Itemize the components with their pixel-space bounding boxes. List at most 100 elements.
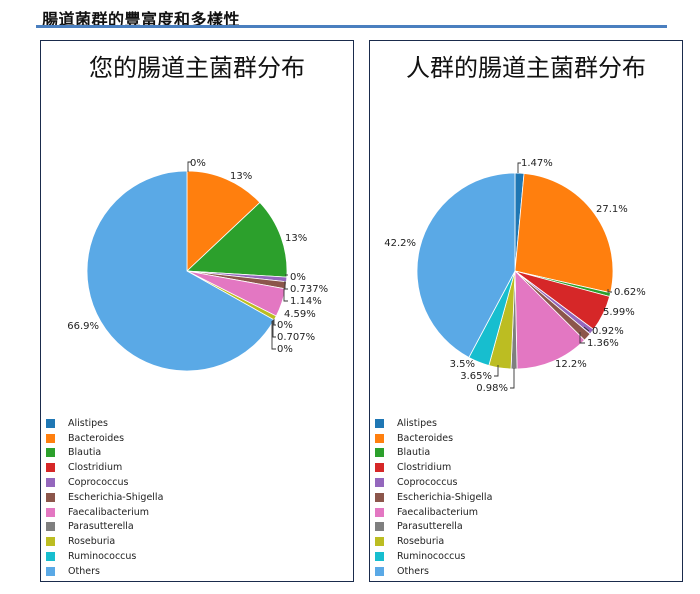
legend-item: Faecalibacterium <box>46 505 163 520</box>
slice-value-label: 42.2% <box>384 238 416 249</box>
legend-label: Escherichia-Shigella <box>68 491 164 503</box>
population-chart-legend: Alistipes Bacteroides Blautia Clostridium Co… <box>375 416 492 579</box>
slice-value-label: 3.5% <box>450 359 475 370</box>
legend-swatch <box>46 537 55 547</box>
label-leader-line <box>510 368 515 389</box>
legend-swatch <box>375 478 384 488</box>
legend-item: Escherichia-Shigella <box>375 490 492 505</box>
label-leader-line <box>283 288 288 302</box>
legend-item: Parasutterella <box>46 520 163 535</box>
slice-value-label: 0.707% <box>277 332 315 343</box>
legend-swatch <box>46 522 55 532</box>
slice-value-label: 0.737% <box>290 284 328 295</box>
legend-item: Blautia <box>46 446 163 461</box>
legend-item: Coprococcus <box>375 475 492 490</box>
legend-swatch <box>46 433 55 443</box>
legend-swatch <box>375 522 384 532</box>
pie-slice-blautia <box>186 201 288 278</box>
population-chart-title: 人群的腸道主菌群分布 <box>406 54 646 82</box>
label-leader-line <box>284 281 288 290</box>
legend-swatch <box>375 537 384 547</box>
user-pie-chart: 0%13%13%0%0.737%1.14%4.59%0%0.707%0%66.9… <box>67 158 328 372</box>
legend-label: Parasutterella <box>397 521 463 533</box>
legend-label: Bacteroides <box>397 432 454 444</box>
legend-swatch <box>46 507 55 517</box>
legend-label: Faecalibacterium <box>397 506 479 518</box>
legend-label: Roseburia <box>68 536 116 548</box>
slice-value-label: 0% <box>277 344 293 355</box>
legend-item: Alistipes <box>46 416 163 431</box>
legend-label: Coprococcus <box>68 477 129 489</box>
slice-value-label: 1.14% <box>290 296 322 307</box>
label-leader-line <box>579 332 585 344</box>
legend-label: Faecalibacterium <box>68 506 150 518</box>
slice-value-label: 0% <box>190 158 206 169</box>
slice-value-label: 0.98% <box>476 383 508 394</box>
legend-swatch <box>46 448 55 458</box>
population-pie-chart: 1.47% 27.1% 0.62% 5.99% 0.92%1.36%12.2% 0.98%… <box>384 158 646 394</box>
legend-item: Clostridium <box>46 460 163 475</box>
legend-swatch <box>46 478 55 488</box>
label-leader-line <box>272 320 276 338</box>
pie-slice-others <box>416 172 516 359</box>
legend-item: Escherichia-Shigella <box>46 490 163 505</box>
legend-item: Alistipes <box>375 416 492 431</box>
legend-label: Ruminococcus <box>397 551 466 563</box>
legend-item: Coprococcus <box>46 475 163 490</box>
legend-label: Blautia <box>68 447 102 459</box>
pie-slice-others <box>86 170 275 372</box>
legend-swatch <box>375 492 384 502</box>
legend-label: Parasutterella <box>68 521 134 533</box>
slice-value-label: 27.1% <box>596 204 628 215</box>
label-leader-line <box>273 319 276 326</box>
label-leader-line <box>494 365 499 377</box>
slice-value-label: 66.9% <box>67 321 99 332</box>
user-chart-legend: Alistipes Bacteroides Blautia Clostridium Co… <box>46 416 163 579</box>
slice-value-label: 0% <box>290 272 306 283</box>
legend-item: Ruminococcus <box>375 549 492 564</box>
user-chart-panel: 您的腸道主菌群分布 0% 13% 13% 0% 0.737% 1.14% 4.59% 0% 0.… <box>40 40 354 582</box>
legend-item: Bacteroides <box>46 431 163 446</box>
legend-label: Coprococcus <box>397 477 458 489</box>
legend-label: Ruminococcus <box>68 551 137 563</box>
user-chart-title: 您的腸道主菌群分布 <box>89 54 305 82</box>
legend-swatch <box>375 418 384 428</box>
legend-label: Roseburia <box>397 536 445 548</box>
legend-swatch <box>46 418 55 428</box>
legend-item: Parasutterella <box>375 520 492 535</box>
legend-label: Blautia <box>397 447 431 459</box>
slice-value-label: 13% <box>230 171 252 182</box>
slice-value-label: 0.92% <box>592 326 624 337</box>
slice-value-label: 1.36% <box>587 338 619 349</box>
slice-value-label: 13% <box>285 233 307 244</box>
legend-item: Roseburia <box>375 534 492 549</box>
slice-value-label: 1.47% <box>521 158 553 169</box>
slice-value-label: 4.59% <box>284 309 316 320</box>
legend-swatch <box>375 463 384 473</box>
slice-value-label: 5.99% <box>603 307 635 318</box>
legend-item: Roseburia <box>46 534 163 549</box>
label-leader-line <box>607 289 612 293</box>
legend-swatch <box>46 492 55 502</box>
legend-label: Escherichia-Shigella <box>397 491 493 503</box>
label-leader-line <box>271 321 276 350</box>
legend-item: Others <box>46 564 163 579</box>
legend-item: Others <box>375 564 492 579</box>
legend-label: Others <box>68 565 100 577</box>
pie-slice-bacteroides <box>186 170 261 272</box>
legend-item: Blautia <box>375 446 492 461</box>
legend-swatch <box>46 552 55 562</box>
section-divider <box>36 25 667 28</box>
legend-label: Clostridium <box>68 462 123 474</box>
slice-value-label: 0.62% <box>614 287 646 298</box>
legend-swatch <box>375 507 384 517</box>
legend-item: Clostridium <box>375 460 492 475</box>
label-leader-line <box>517 162 521 173</box>
population-chart-panel: 人群的腸道主菌群分布 1.47% 27.1% 0.62% 5.99% 0.92% 1.36… <box>369 40 683 582</box>
legend-label: Alistipes <box>397 417 437 429</box>
slice-value-label: 3.65% <box>460 371 492 382</box>
label-leader-line <box>187 161 191 172</box>
legend-swatch <box>375 448 384 458</box>
slice-value-label: 0% <box>277 320 293 331</box>
legend-label: Others <box>397 565 429 577</box>
